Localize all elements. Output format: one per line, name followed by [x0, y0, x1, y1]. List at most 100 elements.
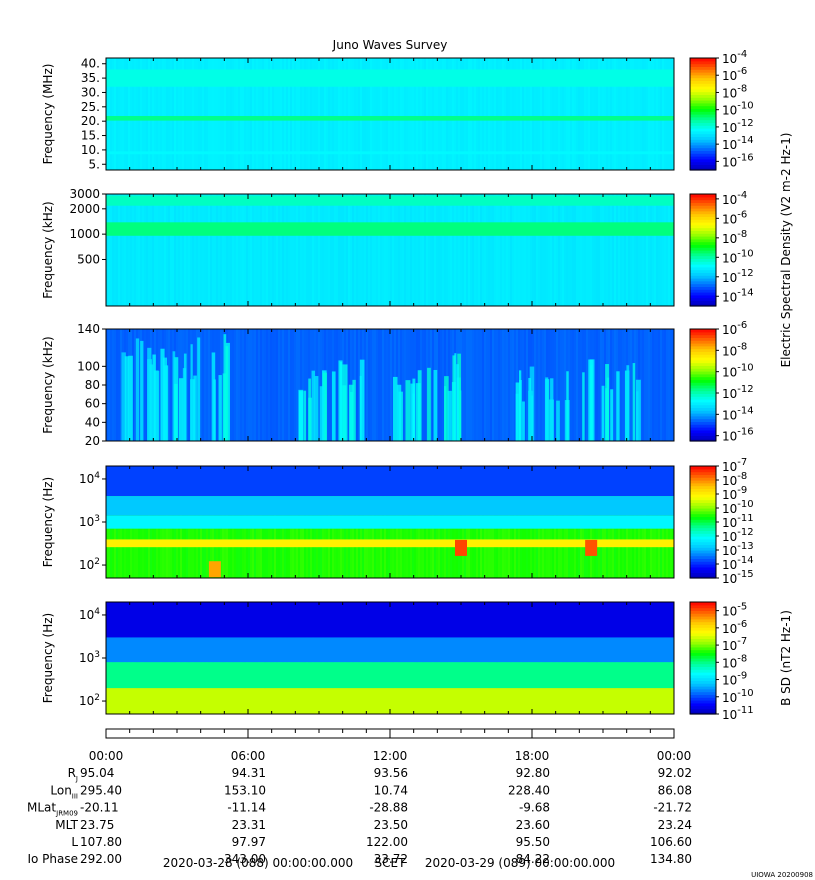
colorbar-segment [690, 258, 716, 262]
spectrogram-texture [636, 194, 638, 306]
spectrogram-texture [214, 194, 216, 306]
time-tick-label: 06:00 [231, 749, 266, 763]
emission-burst [135, 338, 140, 441]
colorbar-segment [690, 74, 716, 79]
spectrogram-texture [580, 329, 582, 441]
colorbar-segment [690, 618, 716, 623]
spectrogram-texture [478, 194, 480, 306]
ephemeris-value: 97.97 [232, 835, 266, 849]
spectrogram-texture [462, 194, 464, 306]
colorbar-segment [690, 677, 716, 681]
colorbar-segment [690, 289, 716, 293]
spectrogram-texture [374, 194, 376, 306]
spectrogram-texture [538, 58, 540, 170]
spectrogram-texture [484, 58, 486, 170]
spectrogram-texture [204, 58, 206, 170]
spectrogram-texture [384, 58, 386, 170]
spectrogram-texture [408, 194, 410, 306]
spectrogram-texture [336, 58, 338, 170]
spectrogram-texture [566, 58, 568, 170]
spectrogram-texture [450, 194, 452, 306]
colorbar-segment [690, 666, 716, 670]
colorbar-segment [690, 669, 716, 673]
spectrogram-texture [150, 58, 152, 170]
ephemeris-value: 134.80 [650, 852, 692, 866]
spectrogram-texture [492, 329, 494, 441]
spectrogram-texture [106, 194, 108, 306]
emission-burst [454, 353, 457, 441]
spectrogram-texture [268, 329, 270, 441]
spectrogram-texture [516, 194, 518, 306]
spectrogram-texture [426, 194, 428, 306]
spectrogram-texture [220, 194, 222, 306]
spectrogram-texture [562, 329, 564, 441]
spectrogram-texture [130, 194, 132, 306]
spectrogram-texture [258, 194, 260, 306]
spectrogram-texture [136, 194, 138, 306]
emission-burst [303, 390, 307, 441]
colorbar-segment [690, 641, 716, 645]
spectrogram-texture [146, 194, 148, 306]
spectrogram-texture [570, 58, 572, 170]
spectrogram-texture [368, 329, 370, 441]
spectrogram-texture [426, 329, 428, 441]
spectrogram-texture [232, 329, 234, 441]
spectrogram-texture [386, 58, 388, 170]
spectrogram-texture [536, 329, 538, 441]
spectrogram-texture [488, 58, 490, 170]
spectrogram-texture [188, 329, 190, 441]
colorbar-segment [690, 672, 716, 676]
spectrogram-texture [132, 329, 134, 441]
spectrogram-texture [312, 194, 314, 306]
colorbar-tick-label: 10-5 [722, 602, 747, 619]
emission-burst [610, 389, 614, 441]
spectrogram-texture [646, 194, 648, 306]
spectrogram-texture [562, 194, 564, 306]
spectrogram-texture [336, 329, 338, 441]
spectrogram-texture [600, 194, 602, 306]
spectrogram-texture [620, 58, 622, 170]
colorbar-segment [690, 541, 716, 545]
spectrogram-texture [240, 58, 242, 170]
spectrogram-texture [146, 329, 148, 441]
y-tick-label: 104 [79, 471, 100, 486]
spectrogram-texture [664, 194, 666, 306]
colorbar-segment [690, 116, 716, 121]
ephemeris-value: 295.40 [80, 783, 122, 797]
emission-burst [451, 382, 456, 441]
spectrogram-texture [286, 194, 288, 306]
y-axis-label: Frequency (Hz) [41, 477, 55, 568]
spectrogram-texture [498, 194, 500, 306]
spectrogram-texture [218, 194, 220, 306]
spectrogram-texture [502, 194, 504, 306]
emission-burst [457, 353, 461, 441]
spectrogram-texture [576, 194, 578, 306]
colorbar-segment [690, 527, 716, 531]
spectrogram-texture [134, 194, 136, 306]
spectrogram-texture [176, 58, 178, 170]
emission-burst [197, 337, 201, 441]
colorbar-segment [690, 102, 716, 107]
spectrogram-texture [110, 329, 112, 441]
spectrogram-texture [462, 58, 464, 170]
spectrogram-texture [372, 329, 374, 441]
y-tick-label: 20 [85, 434, 100, 448]
ephemeris-row-label: MLatJRM09 [27, 801, 78, 818]
spectrogram-texture [306, 58, 308, 170]
spectrogram-texture [578, 329, 580, 441]
spectrogram-texture [424, 194, 426, 306]
ephemeris-value: 292.00 [80, 852, 122, 866]
spectrogram-texture [280, 58, 282, 170]
spectrogram-texture [358, 194, 360, 306]
spectrogram-texture [292, 58, 294, 170]
spectrogram-texture [536, 58, 538, 170]
spectrogram-texture [558, 194, 560, 306]
spectrogram-texture [192, 58, 194, 170]
emission-burst [319, 386, 325, 441]
spectrogram-texture [216, 58, 218, 170]
spectrogram-texture [564, 58, 566, 170]
spectrogram-texture [266, 194, 268, 306]
spectrogram-texture [258, 58, 260, 170]
spectrogram-texture [640, 194, 642, 306]
spectrogram-texture [402, 194, 404, 306]
